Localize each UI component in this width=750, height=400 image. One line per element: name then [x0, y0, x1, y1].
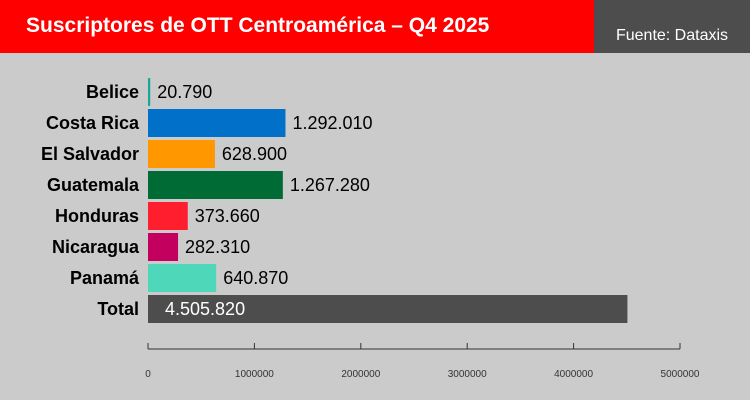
bars-group: Belice 20.790 Costa Rica 1.292.010 El Salvad… [41, 78, 628, 323]
x-tick-label: 0 [145, 369, 151, 380]
chart-header: Suscriptores de OTT Centroamérica – Q4 2… [0, 0, 750, 53]
x-tick-label: 2000000 [341, 369, 380, 380]
title-bar: Suscriptores de OTT Centroamérica – Q4 2… [0, 0, 594, 53]
value-label-total: 4.505.820 [165, 299, 245, 319]
category-label-panama: Panamá [70, 268, 140, 288]
source-bar: Fuente: Dataxis [594, 0, 750, 53]
value-label-honduras: 373.660 [195, 206, 260, 226]
value-label-nicaragua: 282.310 [185, 237, 250, 257]
x-tick-label: 3000000 [448, 369, 487, 380]
bar-belice [148, 78, 151, 106]
bar-honduras [148, 202, 188, 230]
x-tick-label: 4000000 [554, 369, 593, 380]
source-label: Fuente: Dataxis [615, 27, 729, 44]
category-label-belice: Belice [86, 82, 139, 102]
bar-costa-rica [148, 109, 286, 137]
bar-total [148, 295, 628, 323]
category-label-nicaragua: Nicaragua [52, 237, 140, 257]
value-label-el-salvador: 628.900 [222, 144, 287, 164]
category-label-honduras: Honduras [55, 206, 139, 226]
x-tick-label: 1000000 [235, 369, 274, 380]
value-label-belice: 20.790 [157, 82, 212, 102]
value-label-guatemala: 1.267.280 [290, 175, 370, 195]
category-label-costa-rica: Costa Rica [46, 113, 140, 133]
bar-panama [148, 264, 217, 292]
x-axis: 0 1000000 2000000 3000000 4000000 5000000 [145, 343, 700, 380]
value-label-panama: 640.870 [223, 268, 288, 288]
bar-el-salvador [148, 140, 215, 168]
chart-title: Suscriptores de OTT Centroamérica – Q4 2… [26, 14, 490, 37]
bar-nicaragua [148, 233, 179, 261]
bar-guatemala [148, 171, 283, 199]
category-label-guatemala: Guatemala [47, 175, 140, 195]
category-label-el-salvador: El Salvador [41, 144, 139, 164]
category-label-total: Total [97, 299, 139, 319]
value-label-costa-rica: 1.292.010 [292, 113, 372, 133]
x-tick-label: 5000000 [661, 369, 700, 380]
